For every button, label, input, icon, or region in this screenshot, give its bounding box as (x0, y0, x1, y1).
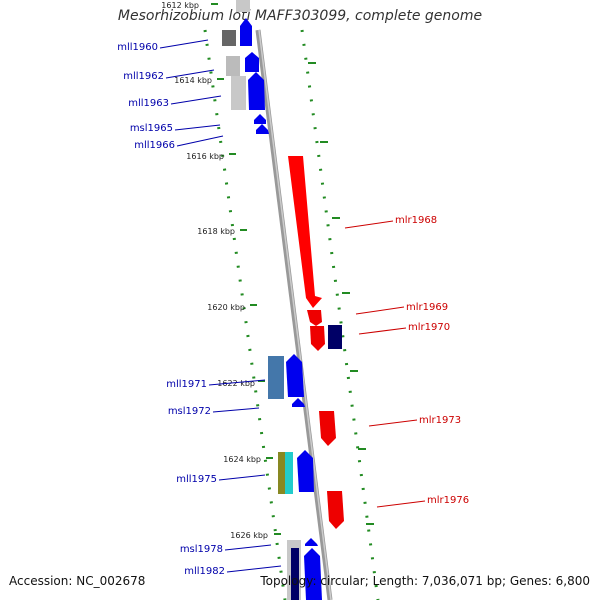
gene-label[interactable]: mlr1976 (427, 495, 469, 506)
tick-label: 1620 kbp (207, 303, 245, 312)
leader-line (165, 69, 215, 79)
gene-label[interactable]: msl1972 (168, 406, 211, 417)
leader-line (218, 474, 266, 481)
tick-label: 1626 kbp (230, 531, 268, 540)
tick-label: 1624 kbp (223, 455, 261, 464)
leader-line (224, 544, 272, 551)
gene-label[interactable]: mll1963 (128, 98, 169, 109)
gene-labels-left: mll1960 mll1962 mll1963 msl1965 mll1966 … (117, 42, 225, 577)
gene-arrow-mlr1970[interactable] (310, 326, 325, 351)
leader-line (176, 135, 224, 147)
leader-line (208, 379, 266, 386)
leader-line (170, 95, 222, 105)
topology-text: Topology: circular; (260, 574, 369, 588)
leader-line (159, 39, 209, 49)
gene-label[interactable]: msl1965 (130, 123, 173, 134)
gray-feature (231, 76, 246, 110)
scale-tick-labels: 1612 kbp 1614 kbp 1616 kbp 1618 kbp 1620… (161, 1, 268, 540)
gene-label[interactable]: msl1978 (180, 544, 223, 555)
forward-strand-genes (288, 156, 344, 529)
genome-backbone-highlight (258, 29, 332, 600)
tick-label: 1614 kbp (174, 76, 212, 85)
leader-line (174, 124, 221, 131)
gene-label[interactable]: mll1960 (117, 42, 158, 53)
gene-arrow-mll1966[interactable] (256, 124, 269, 134)
gene-label[interactable]: mll1962 (123, 71, 164, 82)
gene-label[interactable]: mlr1969 (406, 302, 448, 313)
tick-label: 1612 kbp (161, 1, 199, 10)
tick-label: 1622 kbp (217, 379, 255, 388)
map-title: Mesorhizobium loti MAFF303099, complete … (117, 8, 483, 24)
steelblue-feature (268, 356, 284, 399)
gene-arrow-mll1971[interactable] (286, 354, 304, 397)
gene-arrow-mll1962[interactable] (245, 52, 259, 72)
genome-summary: Topology: circular; Length: 7,036,071 bp… (260, 574, 590, 588)
gray-feature (226, 56, 240, 76)
gene-label[interactable]: mlr1973 (419, 415, 461, 426)
navy-forward-feature (328, 325, 342, 349)
genome-backbone (255, 29, 333, 600)
gene-label[interactable]: mlr1968 (395, 215, 437, 226)
gene-labels-right: mlr1968 mlr1969 mlr1970 mlr1973 mlr1976 (395, 215, 469, 506)
gene-arrow-mlr1969[interactable] (307, 310, 322, 326)
gene-label[interactable]: mll1966 (134, 140, 175, 151)
leader-line (344, 220, 394, 229)
accession-text: Accession: NC_002678 (9, 574, 146, 588)
tick-label: 1618 kbp (197, 227, 235, 236)
gene-label[interactable]: mll1982 (184, 566, 225, 577)
gene-arrow-msl1965[interactable] (254, 114, 266, 124)
left-scale-dots (203, 29, 287, 600)
leader-line (226, 565, 282, 573)
gene-arrow-msl1972[interactable] (292, 398, 305, 407)
gene-arrow-mll1982[interactable] (304, 548, 322, 600)
length-text: Length: 7,036,071 bp; (372, 574, 507, 588)
gene-label[interactable]: mll1971 (166, 379, 207, 390)
gray-feature (222, 30, 236, 46)
gene-arrow-mlr1973[interactable] (319, 411, 336, 446)
gene-arrow-mll1960[interactable] (240, 18, 252, 46)
cyan-feature (285, 452, 293, 494)
genes-count-text: Genes: 6,800 (509, 574, 590, 588)
gene-label[interactable]: mll1975 (176, 474, 217, 485)
reverse-strand-genes (222, 0, 322, 600)
olive-feature (278, 452, 285, 494)
gray-feature (236, 0, 250, 12)
gene-arrow-mlr1968[interactable] (288, 156, 322, 308)
gene-arrow-mll1963[interactable] (248, 72, 265, 110)
tick-label: 1616 kbp (186, 152, 224, 161)
gene-arrow-mll1975[interactable] (297, 450, 314, 492)
leader-line (355, 306, 405, 315)
leader-line (212, 407, 260, 413)
leader-line (358, 327, 407, 335)
scale-tick-dashes (211, 3, 374, 535)
navy-feature (291, 548, 299, 600)
leader-line (376, 500, 426, 508)
leader-line (368, 419, 418, 427)
gene-label[interactable]: mlr1970 (408, 322, 450, 333)
label-leader-lines (159, 39, 426, 573)
gene-arrow-msl1978[interactable] (305, 538, 318, 546)
gene-arrow-mlr1976[interactable] (327, 491, 344, 529)
